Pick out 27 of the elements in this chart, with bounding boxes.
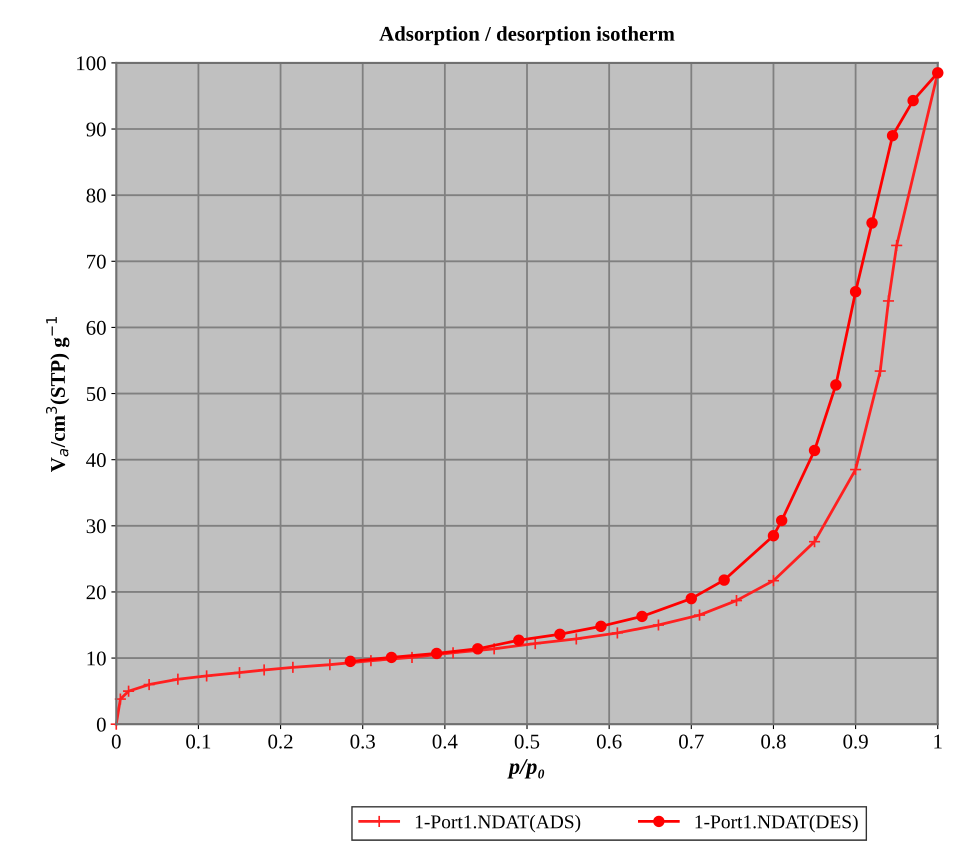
x-tick-label: 0.9 xyxy=(843,734,868,749)
y-tick-label: 30 xyxy=(86,519,106,534)
x-tick-label: 0.8 xyxy=(761,734,786,749)
chart-title: Adsorption / desorption isotherm xyxy=(379,26,675,46)
y-tick-label: 80 xyxy=(86,188,106,203)
x-tick-label: 0.6 xyxy=(596,734,622,749)
y-tick-label: 100 xyxy=(77,56,106,70)
y-tick-label: 20 xyxy=(86,585,106,600)
y-tick-label: 0 xyxy=(96,718,106,732)
y-tick-label: 40 xyxy=(86,453,106,468)
y-axis-title: V$_{a}$/cm$^{3}$(STP) g$^{−1}$ xyxy=(46,316,70,472)
x-tick-label: 0.4 xyxy=(432,734,458,749)
x-tick-label: 0.5 xyxy=(514,734,540,749)
y-tick-label: 10 xyxy=(88,651,106,666)
x-tick-label: 0.1 xyxy=(186,734,210,749)
x-tick-label: 1 xyxy=(934,734,942,748)
legend-label: 1-Port1.NDAT(DES) xyxy=(696,814,858,832)
y-tick-label: 60 xyxy=(86,320,106,335)
x-tick-label: 0.3 xyxy=(350,734,375,749)
y-tick-label: 70 xyxy=(87,254,106,269)
x-axis-title: p/p₀ xyxy=(507,759,544,779)
y-tick-label: 50 xyxy=(86,386,106,401)
x-tick-label: 0 xyxy=(112,734,121,749)
x-tick-label: 0.7 xyxy=(679,734,704,749)
legend-label: 1-Port1.NDAT(ADS) xyxy=(416,814,580,832)
x-tick-label: 0.2 xyxy=(268,734,292,749)
y-tick-label: 90 xyxy=(86,122,106,136)
